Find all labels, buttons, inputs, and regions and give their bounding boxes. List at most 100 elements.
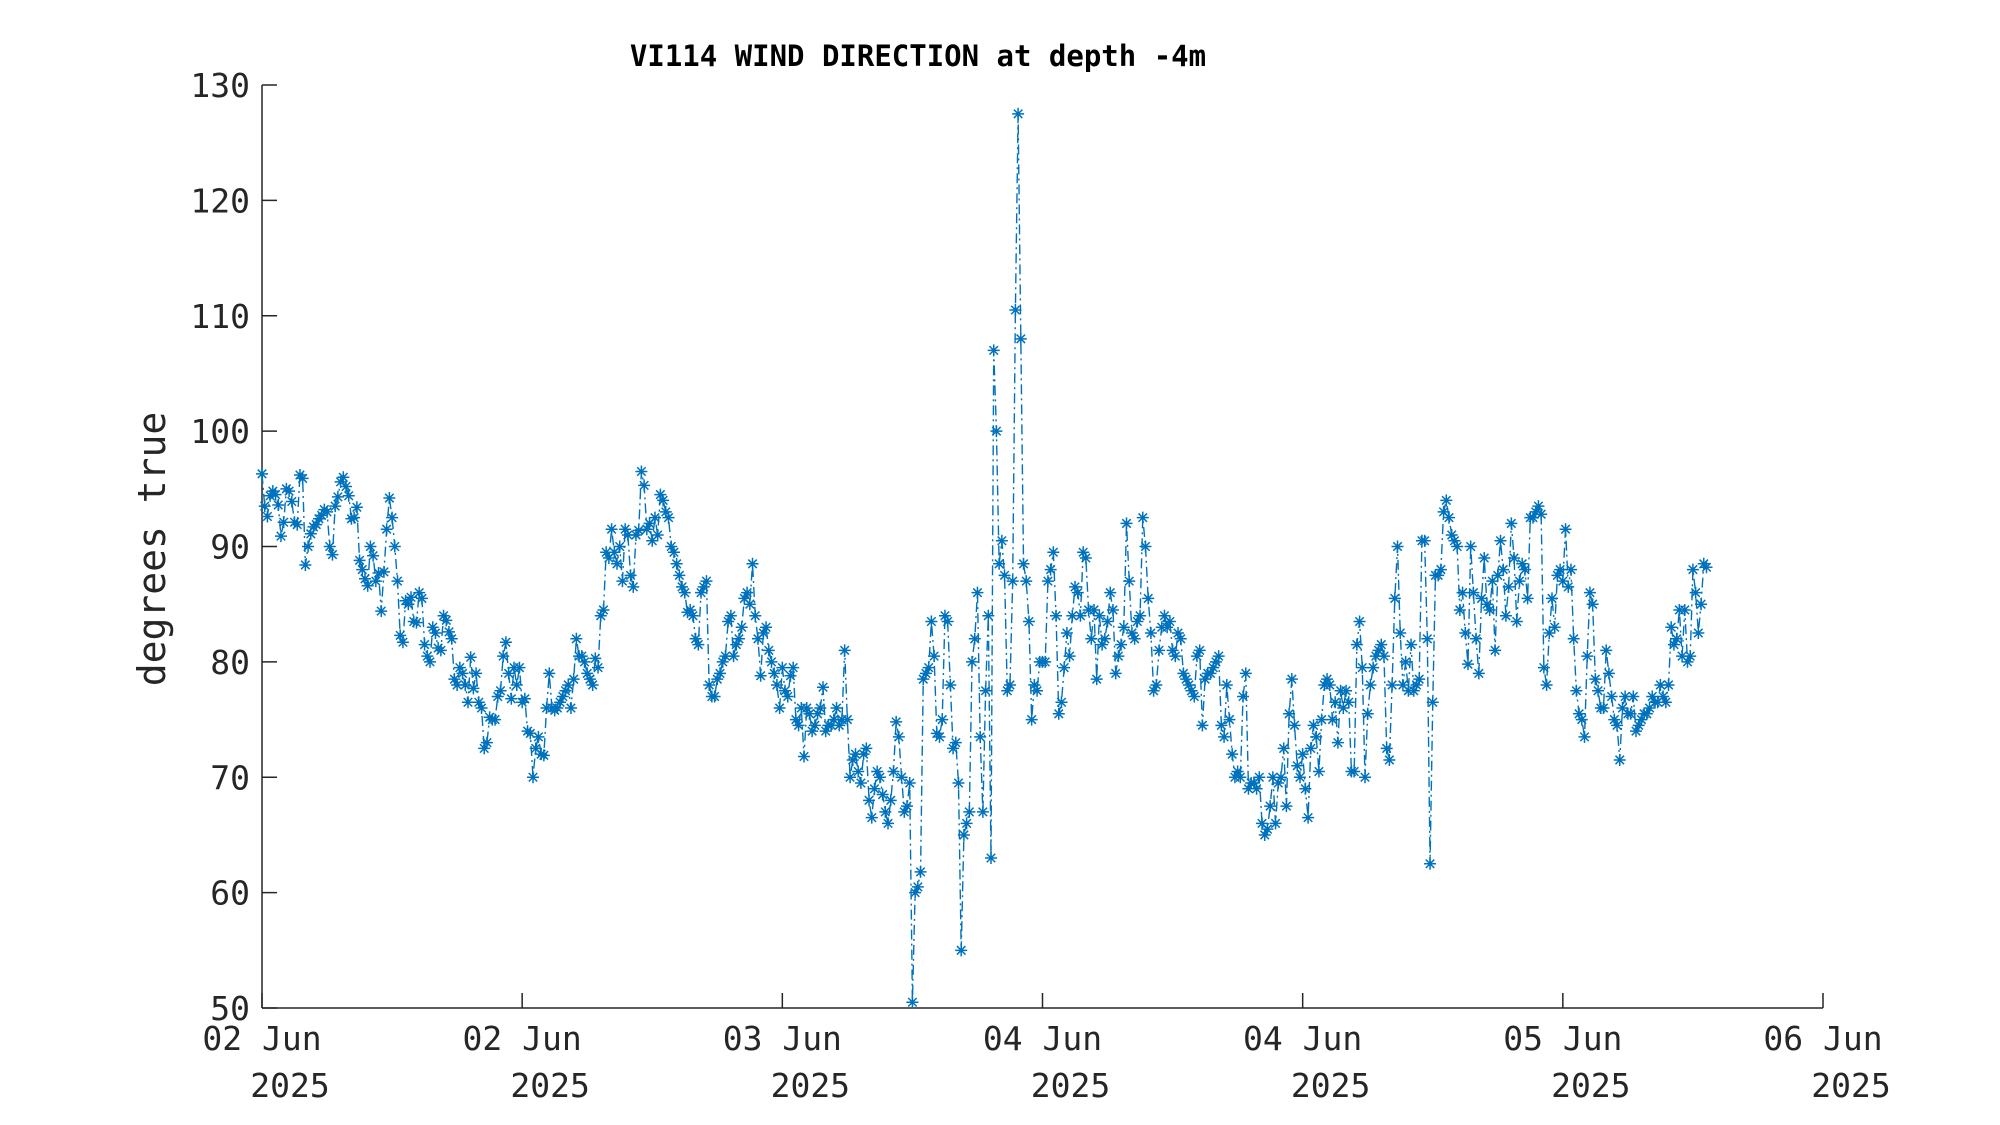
data-point [1489,644,1502,657]
data-point [1144,627,1157,640]
data-point [1123,575,1136,588]
data-point [1521,592,1534,605]
data-point [323,540,336,553]
data-point [608,546,621,559]
data-point [882,817,895,830]
data-point [602,552,615,565]
x-tick-label-year: 2025 [1031,1066,1110,1105]
data-point [1342,696,1355,709]
data-point [1131,615,1144,628]
data-point [1350,638,1363,651]
data-point [654,488,667,501]
data-point [1377,650,1390,663]
data-point [1012,107,1025,120]
data-point [554,696,567,709]
data-point [1090,673,1103,686]
data-point [900,800,913,813]
data-point [1586,598,1599,611]
data-point [426,621,439,634]
data-point [892,730,905,743]
data-point [933,730,946,743]
data-point [616,575,629,588]
data-point [1071,586,1084,599]
data-point [686,609,699,622]
data-point [976,805,989,818]
data-point [909,886,922,899]
data-point [1077,546,1090,559]
data-point [651,528,664,541]
data-point [269,488,282,501]
data-point [1540,678,1553,691]
data-point [1220,678,1233,691]
data-point [1513,575,1526,588]
data-point [1537,661,1550,674]
data-point [613,540,626,553]
data-point [1646,690,1659,703]
data-point [789,713,802,726]
data-point [1142,592,1155,605]
data-point [849,748,862,761]
data-point [974,730,987,743]
data-point [684,603,697,616]
data-point [838,644,851,657]
y-tick-label: 90 [210,528,250,567]
data-point [1611,719,1624,732]
data-point [854,777,867,790]
data-point [413,586,426,599]
data-point [1662,678,1675,691]
data-point [1174,632,1187,645]
data-point [510,678,523,691]
data-point [716,655,729,668]
data-point [505,692,518,705]
x-tick-label-year: 2025 [1811,1066,1890,1105]
data-point [919,667,932,680]
data-point [1475,592,1488,605]
data-point [743,598,756,611]
data-point [952,777,965,790]
data-point [876,788,889,801]
data-point [1085,632,1098,645]
data-point [1039,655,1052,668]
data-point [711,673,724,686]
data-point [643,517,656,530]
data-point [987,344,1000,357]
data-point [274,530,287,543]
y-tick-label: 110 [190,297,250,336]
data-point [1686,563,1699,576]
data-point [1556,575,1569,588]
data-point [1443,511,1456,524]
data-point [1692,627,1705,640]
data-point [722,615,735,628]
data-point [437,609,450,622]
data-point [819,725,832,738]
data-point [1413,673,1426,686]
data-point [1331,736,1344,749]
data-point [1101,615,1114,628]
data-point [1689,586,1702,599]
data-point [1050,609,1063,622]
data-point [808,719,821,732]
data-point [746,557,759,570]
y-tick-label: 120 [190,181,250,220]
data-point [405,591,418,604]
data-point [348,511,361,524]
data-point [1367,661,1380,674]
data-point [1193,644,1206,657]
data-point [1058,661,1071,674]
data-point [575,650,588,663]
data-point [741,586,754,599]
data-point [551,702,564,715]
data-point [1567,632,1580,645]
data-point [1128,632,1141,645]
data-point [1337,702,1350,715]
data-point [1253,771,1266,784]
data-point [1190,650,1203,663]
data-point [765,655,778,668]
data-point [629,528,642,541]
data-point [703,678,716,691]
data-point [451,678,464,691]
data-point [852,765,865,778]
data-point [1578,730,1591,743]
data-point [1196,719,1209,732]
